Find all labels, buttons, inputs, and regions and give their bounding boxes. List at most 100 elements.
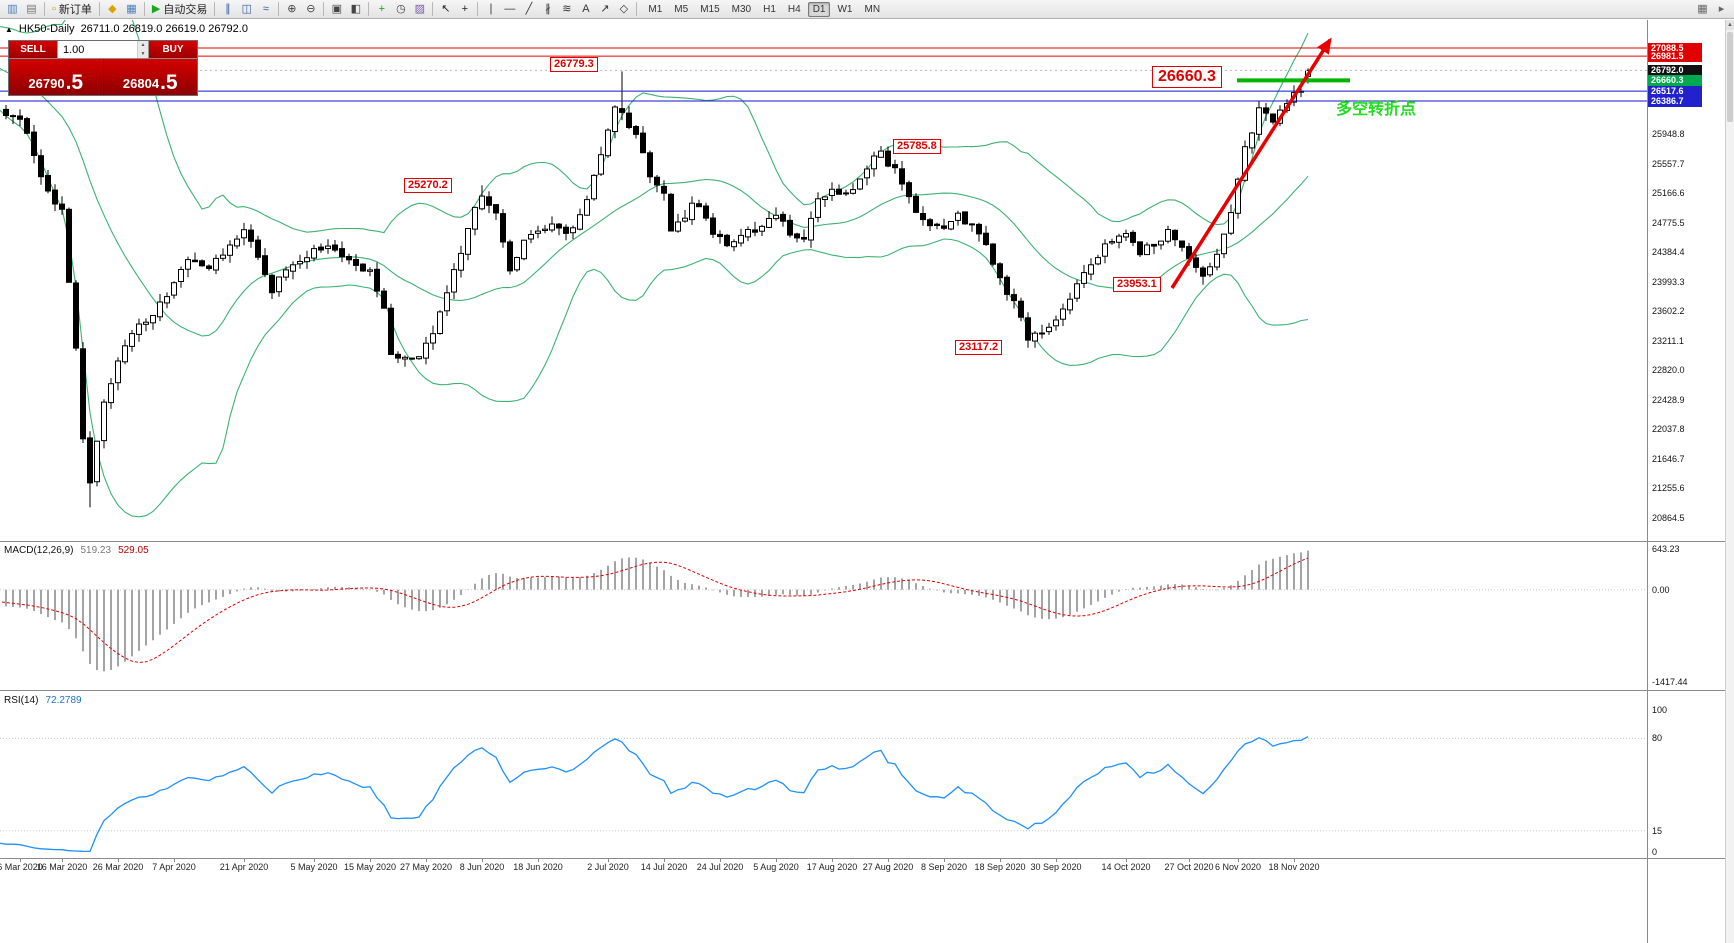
timeframe-mn-button[interactable]: MN [864, 3, 881, 15]
bollinger-bands [0, 20, 1309, 518]
tile-windows-icon[interactable]: ▣ [327, 1, 346, 18]
window-layout-icon: ▦ [1697, 2, 1708, 15]
timeframe-m30-button[interactable]: M30 [731, 3, 752, 15]
turning-point-annotation[interactable]: 多空转折点 [1336, 101, 1417, 118]
date-axis-label: 8 Jun 2020 [459, 862, 505, 872]
timeframe-h4-button[interactable]: H4 [787, 3, 801, 15]
price-axis-label: 20864.5 [1652, 512, 1685, 523]
vertical-scrollbar[interactable]: ▲ [1725, 20, 1734, 943]
price-axis-tag: 26792.0 [1648, 64, 1702, 76]
panel-separator [0, 858, 1734, 859]
price-axis-label: 24384.4 [1652, 247, 1685, 258]
toolbar-separator [432, 2, 434, 16]
crosshair-icon[interactable]: + [455, 1, 474, 18]
shapes-icon[interactable]: ◇ [614, 1, 633, 18]
chart-profiles-icon[interactable]: ▤ [22, 1, 41, 18]
buy-button[interactable]: BUY [149, 41, 197, 58]
date-axis-label: 2 Jul 2020 [587, 862, 629, 872]
date-tick [1056, 858, 1057, 862]
price-axis-label: 25166.6 [1652, 188, 1685, 199]
trendline-icon[interactable]: ╱ [519, 1, 538, 18]
arrange-windows-icon[interactable]: ◧ [346, 1, 365, 18]
fibonacci-icon[interactable]: ≋ [557, 1, 576, 18]
scrollbar-thumb[interactable] [1727, 32, 1733, 122]
price-callout[interactable]: 26660.3 [1152, 66, 1222, 88]
date-tick [720, 858, 721, 862]
vertical-line-icon[interactable]: ∣ [481, 1, 500, 18]
zoom-out-icon: ⊖ [306, 2, 316, 15]
autotrade-button[interactable]: ▶ 自动交易 [148, 1, 211, 18]
price-callout[interactable]: 25785.8 [893, 139, 941, 154]
rsi-plot [0, 736, 1647, 853]
macd-axis-label: 0.00 [1652, 584, 1670, 595]
chart-title: ▲ HK50-Daily 26711.0 26819.0 26619.0 267… [5, 23, 248, 35]
line-chart-icon[interactable]: ≈ [256, 1, 275, 18]
price-callout[interactable]: 23953.1 [1113, 277, 1161, 292]
rsi-axis-label: 15 [1652, 825, 1663, 836]
price-callout[interactable]: 26779.3 [550, 57, 598, 72]
rsi-indicator-name: RSI(14) [4, 695, 39, 706]
scroll-up-icon[interactable]: ▲ [1726, 20, 1734, 30]
sell-price-button[interactable]: 26790.5 [9, 59, 103, 95]
price-callout[interactable]: 25270.2 [404, 178, 452, 193]
metaeditor-icon[interactable]: ◆ [103, 1, 122, 18]
volume-down-button[interactable]: ▼ [138, 49, 148, 58]
arrows-icon[interactable]: ↗ [595, 1, 614, 18]
timeframe-h1-button[interactable]: H1 [763, 3, 776, 15]
templates-icon[interactable]: ▨ [410, 1, 429, 18]
panel-separator[interactable] [0, 541, 1734, 542]
candles [3, 68, 1311, 508]
date-axis-label: 6 Mar 2020 [0, 862, 43, 872]
new-order-button[interactable]: ▫ 新订单 [48, 1, 96, 18]
rsi-axis-label: 100 [1652, 705, 1668, 715]
market-watch-icon[interactable]: ▦ [122, 1, 141, 18]
timeframe-m5-button[interactable]: M5 [674, 3, 689, 15]
candlestick-chart-icon[interactable]: ◫ [237, 1, 256, 18]
new-chart-icon[interactable]: ▥ [3, 1, 22, 18]
macd-signal-value: 529.05 [118, 545, 149, 556]
zoom-in-icon[interactable]: ⊕ [282, 1, 301, 18]
indicators-add-icon[interactable]: + [372, 1, 391, 18]
horizontal-line-icon[interactable]: — [500, 1, 519, 18]
window-layout-icon[interactable]: ▦ [1693, 1, 1712, 18]
chart-profiles-icon: ▤ [26, 2, 37, 15]
volume-input[interactable] [58, 41, 137, 58]
volume-up-button[interactable]: ▲ [138, 41, 148, 50]
horizontal-line-icon: — [504, 2, 516, 15]
price-axis-label: 21255.6 [1652, 483, 1685, 494]
toolbar-separator [368, 2, 370, 16]
price-callout[interactable]: 23117.2 [955, 340, 1003, 355]
bar-chart-icon[interactable]: ∥ [218, 1, 237, 18]
volume-field: ▲ ▼ [57, 41, 149, 58]
sell-price-int: 26790 [28, 76, 65, 91]
channel-icon[interactable]: ∦ [538, 1, 557, 18]
period-selector-icon: ◷ [396, 2, 406, 15]
arrows-icon: ↗ [600, 2, 610, 15]
text-icon[interactable]: A [576, 1, 595, 18]
timeframe-d1-button[interactable]: D1 [807, 1, 831, 17]
crosshair-icon: + [461, 2, 469, 15]
timeframe-m1-button[interactable]: M1 [648, 3, 663, 15]
toolbar-separator [636, 2, 638, 16]
price-axis-tag: 27088.5 [1648, 42, 1702, 54]
date-axis-label: 17 Aug 2020 [806, 862, 858, 872]
buy-price-button[interactable]: 26804.5 [103, 59, 197, 95]
toolbar-separator [44, 2, 45, 16]
macd-label-row: MACD(12,26,9) 519.23 529.05 [4, 545, 149, 556]
date-tick [538, 858, 539, 862]
panel-separator[interactable] [0, 690, 1734, 691]
rsi-value: 72.2789 [45, 695, 82, 706]
zoom-out-icon[interactable]: ⊖ [301, 1, 320, 18]
cursor-icon[interactable]: ↖ [436, 1, 455, 18]
sell-button[interactable]: SELL [9, 41, 57, 58]
bar-chart-icon: ∥ [225, 2, 231, 15]
one-click-trading-panel: SELL ▲ ▼ BUY 26790.5 26804.5 [8, 40, 198, 96]
date-axis-label: 30 Sep 2020 [1030, 862, 1082, 872]
level-lines [0, 47, 1647, 102]
period-selector-icon[interactable]: ◷ [391, 1, 410, 18]
timeframe-m15-button[interactable]: M15 [700, 3, 720, 15]
date-tick [244, 858, 245, 862]
toolbar-options-icon[interactable]: ▸ [1712, 1, 1731, 18]
timeframe-w1-button[interactable]: W1 [837, 3, 853, 15]
